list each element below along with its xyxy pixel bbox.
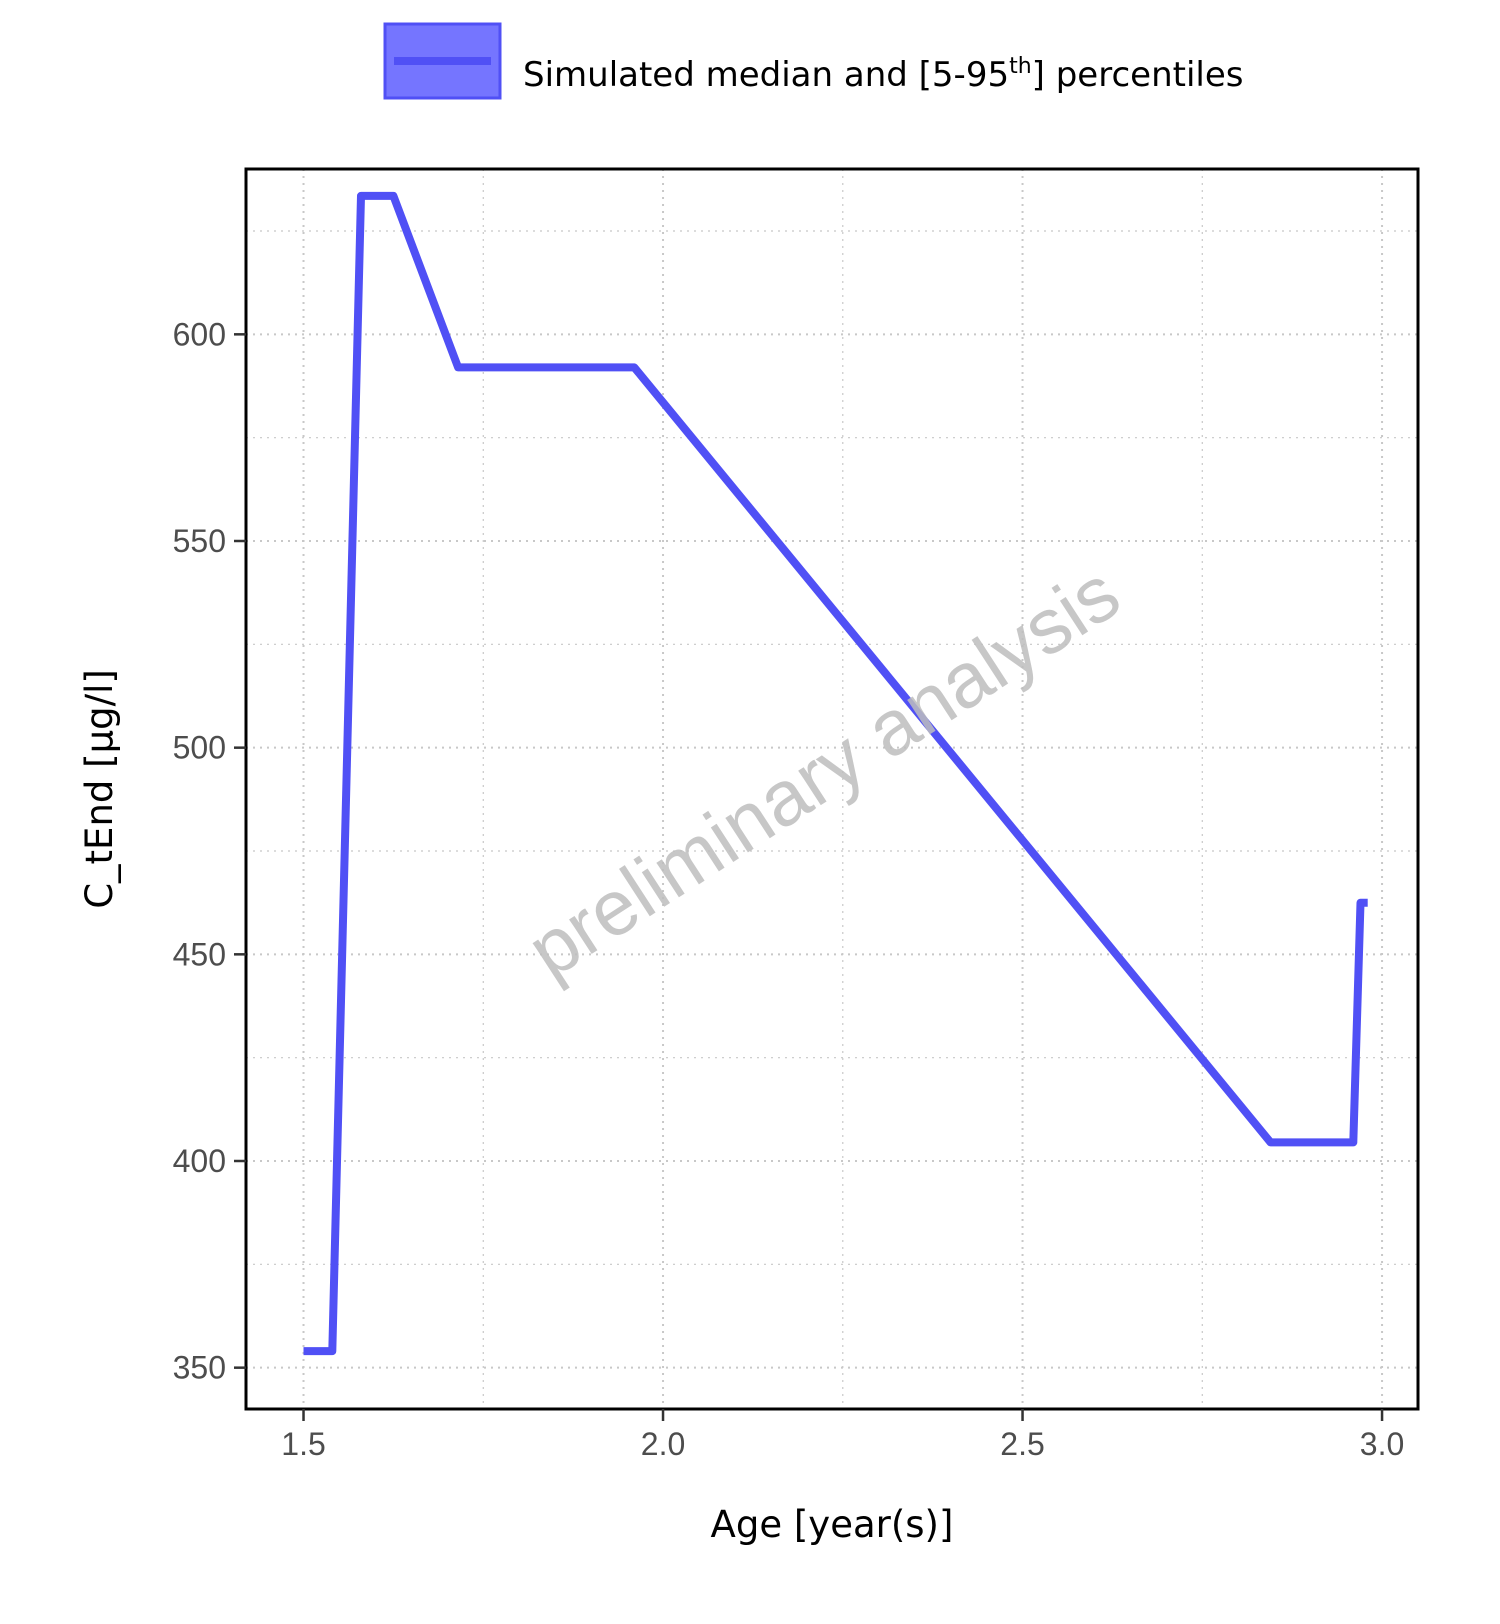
series-group xyxy=(303,191,1368,1356)
legend-label-end: ] percentiles xyxy=(1032,55,1244,95)
legend-label-superscript: th xyxy=(1009,54,1032,79)
x-axis: 1.5 2.0 2.5 3.0 xyxy=(246,1407,1418,1462)
series-line xyxy=(303,191,1368,1356)
y-tick-label: 450 xyxy=(173,936,226,972)
x-tick-label: 2.0 xyxy=(641,1426,685,1462)
y-tick-label: 550 xyxy=(173,523,226,559)
y-axis: 350 400 450 500 550 600 xyxy=(173,169,248,1409)
y-tick-label: 400 xyxy=(173,1143,226,1179)
x-tick-label: 3.0 xyxy=(1360,1426,1404,1462)
y-tick-label: 500 xyxy=(173,730,226,766)
x-axis-title: Age [year(s)] xyxy=(711,1503,954,1546)
x-tick-label: 1.5 xyxy=(281,1426,325,1462)
plot-panel xyxy=(246,169,1418,1409)
y-tick-label: 350 xyxy=(173,1350,226,1386)
x-tick-label: 2.5 xyxy=(1000,1426,1044,1462)
y-axis-title: C_tEnd [µg/l] xyxy=(78,669,121,909)
y-tick-label: 600 xyxy=(173,316,226,352)
legend-label: Simulated median and [5-95th] percentile… xyxy=(523,54,1243,95)
legend-label-main: Simulated median and [5-95 xyxy=(523,55,1009,95)
legend: Simulated median and [5-95th] percentile… xyxy=(383,22,1243,100)
